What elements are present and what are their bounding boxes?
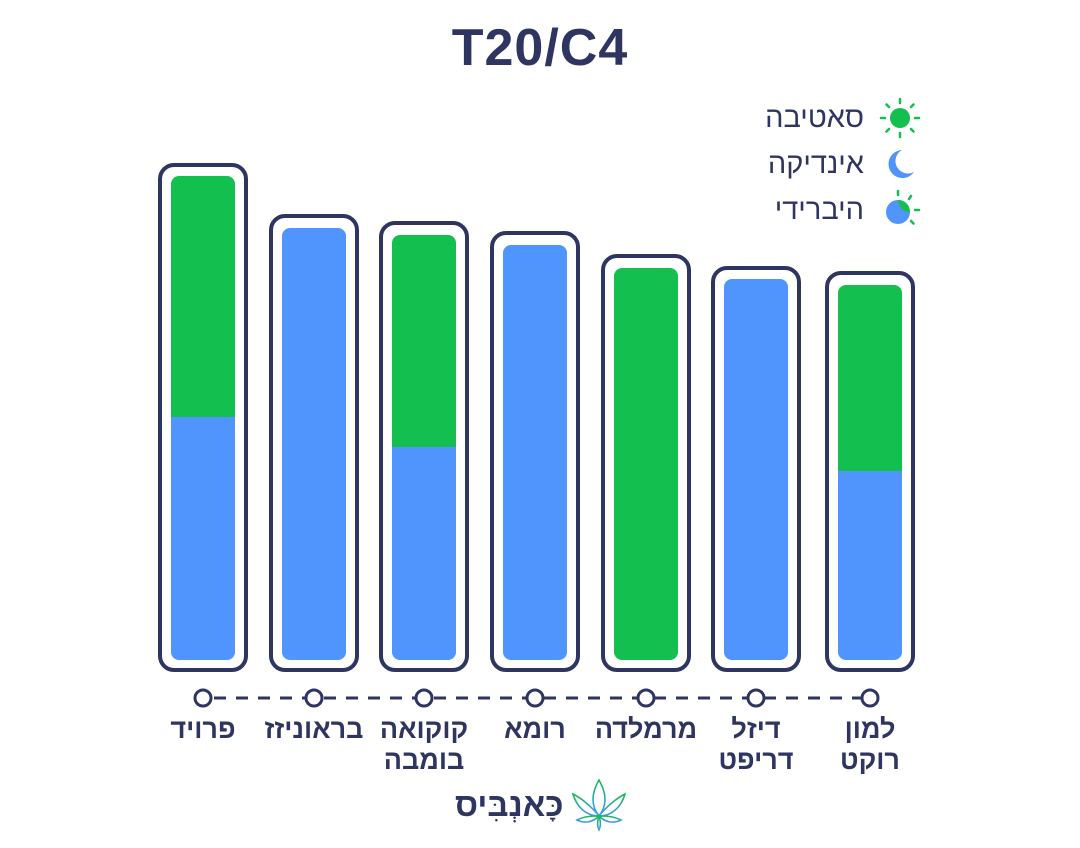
legend-item-indica: אינדיקה [662,141,922,187]
moon-icon [888,150,914,178]
sativa-segment [392,235,456,447]
legend: סאטיבה אינדיקה היברידי [662,95,922,233]
bar-1 [158,163,248,672]
sativa-segment [171,176,235,417]
category-label-line: קוקואה [379,714,469,744]
category-label-line: רוקט [840,745,900,775]
axis-tick-dot [636,688,656,708]
sativa-segment [838,285,902,471]
bar-7 [825,271,915,672]
category-label: דיזל דריפט [681,714,831,776]
axis-tick-dot [860,688,880,708]
indica-segment [503,245,567,660]
bar-4 [490,231,580,672]
sun-icon [879,97,921,139]
bar-fill [392,235,456,660]
indica-segment [282,228,346,660]
category-label-line: פרויד [170,714,236,744]
axis-tick-dot [746,688,766,708]
bar-2 [269,214,359,672]
bar-fill [838,285,902,660]
category-label-line: למון [844,714,896,744]
bar-5 [601,254,691,672]
axis-tick-dot [414,688,434,708]
axis-tick-dot [304,688,324,708]
category-label: רומא [460,714,610,745]
indica-segment [392,446,456,660]
indica-segment [838,470,902,660]
cannabis-leaf-icon [572,778,627,832]
category-label-line: בראוניזז [264,714,364,744]
brand-logo-text: כָּאנְבִּיס [455,786,564,823]
category-label: למון רוקט [795,714,945,776]
bar-fill [503,245,567,660]
category-label: קוקואה בומבה [349,714,499,776]
category-label-line: דריפט [718,745,794,775]
legend-item-sativa: סאטיבה [662,95,922,141]
axis-tick-dot [193,688,213,708]
category-label-line: מרמלדה [594,714,698,744]
category-label-line: רומא [504,714,566,744]
chart-title: T20/C4 [451,19,629,77]
category-label: בראוניזז [239,714,389,745]
axis-tick-dot [525,688,545,708]
legend-label: היברידי [774,193,864,226]
bar-fill [171,176,235,660]
indica-segment [724,279,788,660]
legend-item-hybrid: היברידי [662,187,922,233]
bar-fill [724,279,788,660]
category-label: פרויד [128,714,278,745]
hybrid-sun-moon-icon [886,189,921,225]
sativa-segment [614,268,678,660]
legend-label: סאטיבה [765,101,864,134]
legend-label: אינדיקה [767,147,864,180]
brand-logo: כָּאנְבִּיס [455,775,630,835]
bar-6 [711,266,801,672]
category-label-line: דיזל [731,714,781,744]
bar-3 [379,221,469,672]
bar-fill [282,228,346,660]
category-label-line: בומבה [383,745,465,775]
indica-segment [171,416,235,660]
bar-fill [614,268,678,660]
category-label: מרמלדה [571,714,721,745]
